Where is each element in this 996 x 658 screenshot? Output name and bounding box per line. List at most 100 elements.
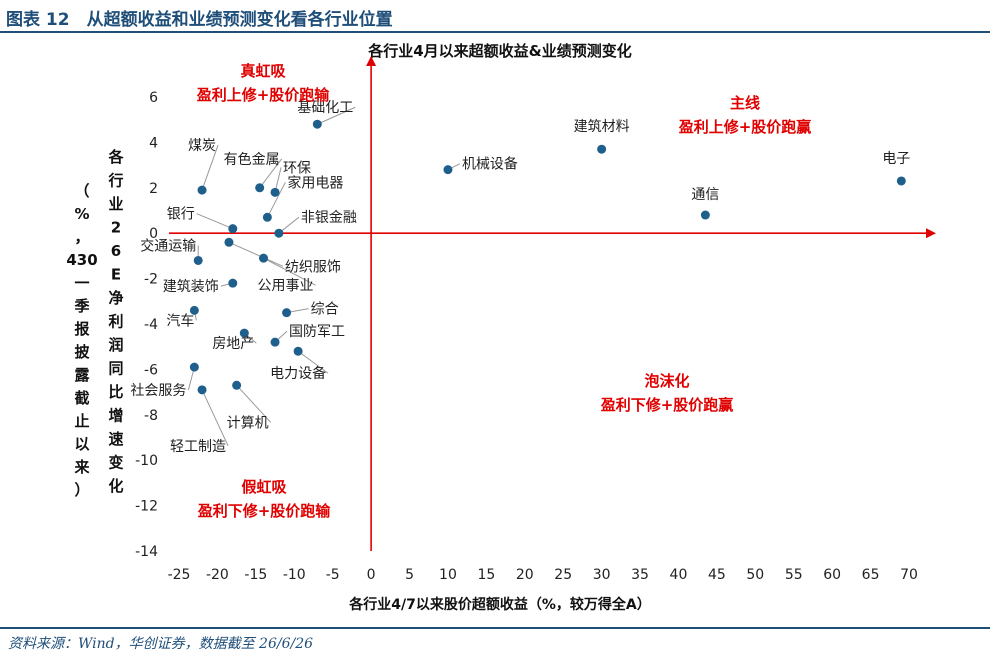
y-axis-ticks: 6 4 2 0 -2 -4 -6 -8 -10 -12 -14: [135, 90, 158, 560]
data-point: [189, 305, 199, 315]
point-label: 银行: [167, 207, 195, 223]
y-axis-note-char: 报: [74, 320, 89, 338]
y-tick-label: -14: [135, 544, 158, 560]
point-label: 国防军工: [289, 324, 345, 340]
y-axis-label-char: 业: [108, 195, 123, 213]
data-point: [293, 346, 303, 356]
quadrant-desc: 盈利下修+股价跑赢: [600, 396, 734, 414]
point-label: 通信: [691, 187, 719, 203]
data-point: [259, 253, 269, 263]
point-label: 公用事业: [258, 278, 314, 294]
x-tick-label: 5: [405, 567, 414, 583]
point-label: 非银金融: [301, 210, 357, 226]
x-tick-label: -15: [244, 567, 267, 583]
y-axis-label-char: E: [111, 266, 121, 284]
leader-line: [228, 241, 284, 267]
x-tick-label: 70: [900, 567, 918, 583]
leader-line: [317, 106, 356, 125]
x-tick-label: -20: [206, 567, 229, 583]
point-label: 环保: [283, 160, 311, 176]
y-axis-label-char: 各: [107, 148, 124, 166]
y-axis-note-char: ，: [74, 228, 89, 246]
quadrant-name: 泡沫化: [644, 372, 689, 390]
y-axis-label-char: 增: [108, 407, 123, 425]
y-axis-note-char: 430: [66, 251, 97, 269]
point-label: 轻工制造: [170, 439, 226, 455]
data-point: [255, 183, 265, 193]
y-axis-note-char: 来: [73, 458, 90, 476]
y-axis-label-char: 同: [108, 360, 123, 378]
y-axis-label-char: 速: [108, 430, 123, 448]
scatter-chart: 各行业4月以来超额收益&业绩预测变化 6420-2-4-6-8-10-12-14…: [66, 42, 936, 613]
y-axis-note-char: 披: [74, 343, 90, 361]
y-axis-note-char: 止: [74, 412, 89, 430]
leader-line: [201, 144, 219, 191]
chart-title: 各行业4月以来超额收益&业绩预测变化: [367, 42, 632, 60]
y-axis-label-char: 比: [108, 383, 123, 401]
leader-line: [201, 389, 229, 447]
x-tick-label: 10: [439, 567, 457, 583]
leader-lines: [187, 106, 461, 447]
data-point: [312, 119, 322, 129]
y-tick-label: 6: [149, 90, 158, 106]
point-label: 交通运输: [140, 237, 196, 254]
data-points: [189, 119, 906, 395]
y-axis-note-char: 以: [74, 435, 89, 453]
y-tick-label: -8: [144, 408, 158, 424]
point-label: 家用电器: [287, 174, 343, 191]
y-axis-note-char: （: [74, 182, 89, 200]
figure-source: 资料来源：Wind，华创证券，数据截至 26/6/26: [8, 636, 314, 652]
point-label: 综合: [311, 302, 339, 318]
x-tick-label: 65: [862, 567, 880, 583]
y-tick-label: 4: [149, 135, 158, 151]
y-axis-label-char: 变: [108, 454, 123, 472]
y-tick-label: -2: [144, 272, 158, 288]
y-axis-label-char: 利: [108, 313, 123, 331]
point-label: 房地产: [212, 336, 254, 352]
y-tick-label: -6: [144, 362, 158, 378]
point-label: 机械设备: [462, 156, 518, 173]
point-label: 汽车: [166, 312, 194, 329]
x-tick-label: 55: [785, 567, 803, 583]
quadrant-desc: 盈利上修+股价跑赢: [678, 118, 812, 136]
leader-line: [297, 350, 329, 374]
data-point: [282, 308, 292, 318]
data-point: [597, 144, 607, 154]
quadrant-desc: 盈利下修+股价跑输: [197, 502, 332, 520]
leader-line: [236, 384, 271, 423]
y-axis-label-char: 净: [108, 289, 123, 307]
point-label: 电子: [882, 151, 910, 167]
y-axis-note-char: %: [74, 205, 89, 223]
point-label: 建筑材料: [574, 119, 630, 135]
quadrant-name: 主线: [730, 94, 760, 112]
point-label: 计算机: [227, 415, 269, 431]
y-tick-label: -12: [135, 499, 158, 515]
footer-rule: [0, 627, 990, 629]
quadrant-desc: 盈利上修+股价跑输: [196, 86, 331, 104]
data-point: [197, 185, 207, 195]
data-point: [270, 337, 280, 347]
data-point: [896, 176, 906, 186]
x-tick-label: 20: [516, 567, 534, 583]
point-label: 社会服务: [130, 383, 186, 399]
y-axis-note-char: 露: [74, 366, 90, 384]
x-tick-label: -10: [283, 567, 306, 583]
figure-header: 图表 12 从超额收益和业绩预测变化看各行业位置: [0, 0, 996, 34]
y-tick-label: -10: [135, 453, 158, 469]
y-axis-label-char: 润: [108, 336, 123, 354]
y-axis-note-char: 截: [74, 389, 89, 407]
data-point: [270, 187, 280, 197]
y-axis-label-char: 行: [107, 172, 123, 190]
point-label: 煤炭: [188, 138, 216, 154]
leader-line: [263, 257, 316, 286]
y-tick-label: -4: [144, 317, 158, 333]
y-axis-label-char: 6: [111, 242, 121, 260]
y-tick-label: 2: [149, 181, 158, 197]
y-axis-arrow: [366, 56, 377, 66]
x-tick-label: 40: [670, 567, 688, 583]
y-axis-note-char: ）: [74, 481, 89, 499]
x-tick-label: 0: [367, 567, 376, 583]
data-point: [443, 165, 453, 175]
